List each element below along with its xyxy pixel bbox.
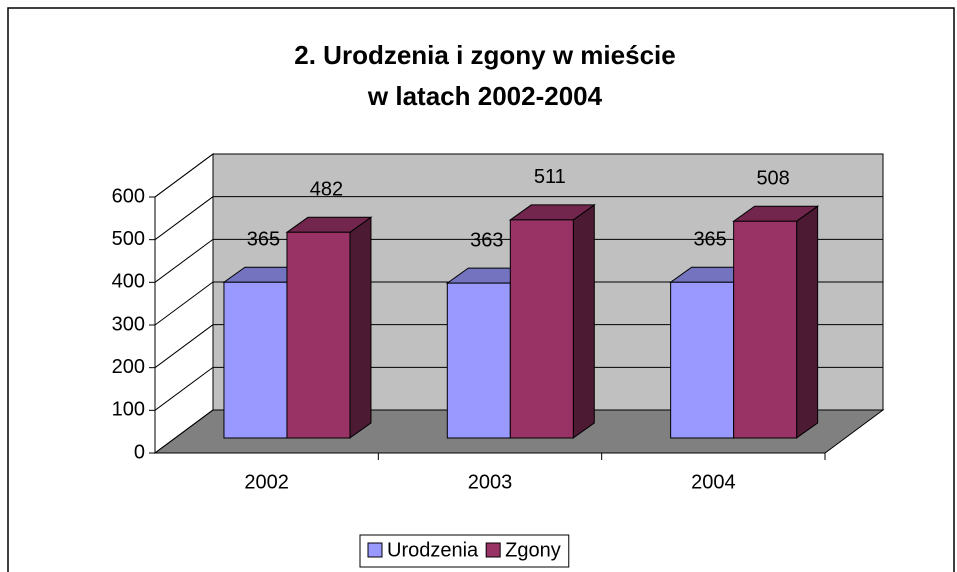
data-label: 365 bbox=[247, 228, 280, 250]
grid-line bbox=[154, 366, 883, 411]
data-label: 365 bbox=[693, 228, 726, 250]
data-label: 508 bbox=[756, 167, 789, 189]
x-tick-label: 2003 bbox=[468, 471, 513, 493]
bar-front bbox=[733, 220, 798, 439]
bar-front bbox=[509, 219, 574, 439]
data-label: 363 bbox=[470, 229, 503, 251]
grid-line bbox=[154, 409, 883, 454]
y-tick-label: 400 bbox=[112, 271, 145, 293]
x-tick-label: 2004 bbox=[691, 471, 736, 493]
bar-side bbox=[572, 203, 595, 439]
grid-line bbox=[154, 153, 883, 198]
chart-title: w latach 2002-2004 bbox=[367, 81, 603, 111]
grid-line bbox=[154, 324, 883, 369]
legend-label: Urodzenia bbox=[387, 539, 479, 561]
legend-swatch bbox=[367, 542, 383, 558]
data-label: 511 bbox=[534, 166, 566, 188]
legend bbox=[359, 534, 570, 568]
y-tick-label: 0 bbox=[134, 441, 145, 463]
data-label: 482 bbox=[310, 179, 343, 201]
bar bbox=[285, 216, 373, 439]
bar bbox=[732, 205, 820, 439]
chart-title: 2. Urodzenia i zgony w mieście bbox=[294, 40, 675, 70]
legend-label: Zgony bbox=[505, 539, 561, 561]
grid-line bbox=[154, 196, 883, 241]
grid-line bbox=[154, 281, 883, 326]
y-tick-label: 600 bbox=[112, 185, 145, 207]
bar bbox=[508, 203, 596, 439]
bar-front bbox=[286, 231, 351, 439]
y-tick-label: 200 bbox=[112, 356, 145, 378]
legend-swatch bbox=[485, 542, 501, 558]
bar-side bbox=[796, 205, 819, 439]
y-tick-label: 100 bbox=[112, 399, 145, 421]
bar-side bbox=[349, 216, 372, 439]
x-tick-label: 2002 bbox=[244, 471, 289, 493]
bar-front bbox=[446, 282, 511, 439]
bar-front bbox=[670, 281, 735, 439]
y-tick-label: 500 bbox=[112, 228, 145, 250]
grid-line bbox=[154, 238, 883, 283]
bar-front bbox=[223, 281, 288, 439]
y-tick-label: 300 bbox=[112, 313, 145, 335]
